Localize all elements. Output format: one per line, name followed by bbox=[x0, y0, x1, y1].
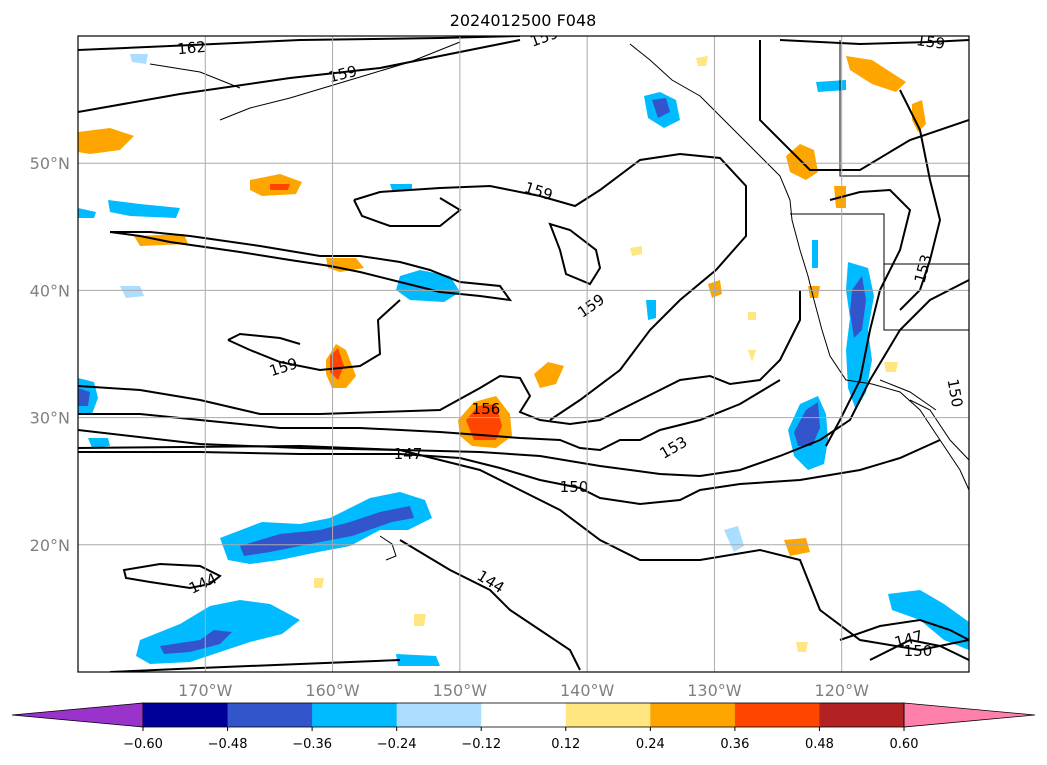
neg-blob bbox=[88, 438, 110, 448]
contour-lines bbox=[78, 36, 969, 672]
colorbar-segment bbox=[734, 703, 820, 727]
colorbar-tick-label: 0.36 bbox=[720, 737, 749, 752]
pos-blob bbox=[696, 56, 708, 66]
colorbar-segment bbox=[312, 703, 398, 727]
x-tick-label: 120°W bbox=[815, 681, 870, 700]
pos-blob bbox=[748, 350, 756, 362]
contour-label: 150 bbox=[560, 478, 589, 496]
x-tick-label: 140°W bbox=[560, 681, 615, 700]
neg-blob bbox=[108, 200, 180, 218]
pos-blob bbox=[314, 578, 324, 588]
x-tick-label: 130°W bbox=[687, 681, 742, 700]
chart-title: 2024012500 F048 bbox=[450, 11, 597, 30]
colorbar-segment bbox=[143, 703, 229, 727]
colorbar-segment bbox=[819, 703, 905, 727]
colorbar-tick-label: 0.24 bbox=[636, 737, 665, 752]
neg-blob-core bbox=[160, 630, 232, 654]
y-tick-labels: 20°N 30°N 40°N 50°N bbox=[30, 154, 70, 555]
map-background bbox=[78, 36, 969, 672]
neg-blob-core bbox=[652, 98, 670, 118]
x-tick-label: 160°W bbox=[305, 681, 360, 700]
neg-blob bbox=[724, 526, 744, 552]
neg-blob-core bbox=[794, 402, 820, 446]
colorbar-tick-label: 0.12 bbox=[551, 737, 580, 752]
colorbar: −0.60 −0.48 −0.36 −0.24 −0.12 0.12 0.24 0.36 0.4… bbox=[11, 702, 1036, 752]
neg-blob bbox=[396, 654, 440, 666]
y-tick-label: 20°N bbox=[30, 536, 70, 555]
pos-blob-core bbox=[330, 348, 344, 380]
contour-label: 150 bbox=[944, 377, 967, 408]
pos-blob bbox=[784, 538, 810, 556]
contour-label: 150 bbox=[904, 642, 933, 660]
neg-blob-core bbox=[78, 388, 90, 406]
colorbar-segment bbox=[481, 703, 567, 727]
y-tick-label: 40°N bbox=[30, 281, 70, 300]
colorbar-tick-label: −0.36 bbox=[292, 737, 332, 752]
pos-blob bbox=[78, 128, 134, 154]
x-tick-label: 170°W bbox=[178, 681, 233, 700]
coastlines bbox=[149, 40, 969, 561]
y-tick-label: 50°N bbox=[30, 154, 70, 173]
neg-blob bbox=[812, 240, 818, 268]
colorbar-tick-label: −0.24 bbox=[377, 737, 417, 752]
colorbar-frame bbox=[142, 702, 905, 728]
contour-label: 147 bbox=[394, 445, 423, 463]
pos-blob bbox=[808, 286, 820, 298]
neg-blob bbox=[646, 300, 656, 320]
neg-blob bbox=[888, 590, 969, 650]
colorbar-segment bbox=[227, 703, 313, 727]
colorbar-tick-label: 0.60 bbox=[890, 737, 919, 752]
neg-blob-core bbox=[850, 276, 866, 338]
colorbar-tick-label: −0.60 bbox=[123, 737, 163, 752]
colorbar-tick-label: 0.48 bbox=[805, 737, 834, 752]
pos-blob bbox=[630, 246, 642, 256]
x-tick-labels: 170°W 160°W 150°W 140°W 130°W 120°W bbox=[178, 681, 869, 700]
y-tick-label: 30°N bbox=[30, 409, 70, 428]
pos-blob-core bbox=[270, 184, 290, 190]
pos-blob bbox=[708, 280, 722, 298]
neg-blob bbox=[130, 54, 148, 64]
neg-blob-core bbox=[240, 506, 414, 556]
pos-blob bbox=[846, 56, 906, 92]
pos-blob bbox=[326, 258, 364, 272]
contour-label: 156 bbox=[472, 400, 501, 418]
map-frame bbox=[77, 35, 970, 673]
neg-blob bbox=[120, 286, 144, 298]
anomaly-fill-layer bbox=[78, 54, 969, 666]
pos-blob bbox=[884, 362, 898, 372]
pos-blob bbox=[534, 362, 564, 388]
colorbar-extend-high bbox=[903, 702, 1036, 728]
colorbar-tick-label: −0.12 bbox=[461, 737, 501, 752]
colorbar-tick-label: −0.48 bbox=[208, 737, 248, 752]
colorbar-segment bbox=[650, 703, 736, 727]
pos-blob bbox=[912, 100, 926, 132]
colorbar-segment bbox=[396, 703, 482, 727]
pos-blob-core bbox=[466, 404, 502, 440]
neg-blob bbox=[396, 270, 460, 302]
neg-blob bbox=[816, 80, 846, 92]
contour-label: 159 bbox=[915, 31, 946, 53]
colorbar-segment bbox=[565, 703, 651, 727]
contour-label: 162 bbox=[177, 38, 207, 58]
colorbar-extend-low bbox=[11, 702, 144, 728]
grid-lines bbox=[78, 36, 969, 672]
x-tick-label: 150°W bbox=[433, 681, 488, 700]
pos-blob bbox=[796, 642, 808, 652]
pos-blob bbox=[748, 312, 756, 320]
pos-blob bbox=[414, 614, 426, 626]
neg-blob bbox=[390, 184, 412, 190]
neg-blob bbox=[78, 208, 96, 218]
